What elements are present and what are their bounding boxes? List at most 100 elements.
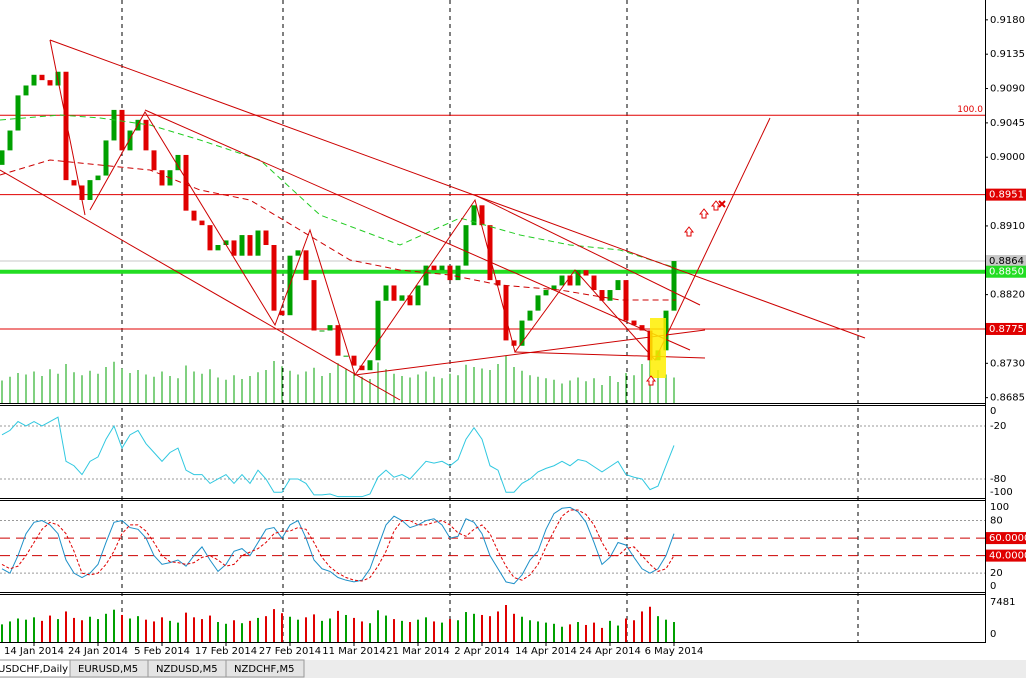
price-level-label: 0.8951 [989, 190, 1024, 201]
tabs: USDCHF,Daily EURUSD,M5 NZDUSD,M5 NZDCHF,M5 [0, 659, 305, 678]
candle-body [207, 225, 213, 251]
signal-arrows [645, 200, 726, 386]
candle-body [487, 225, 493, 281]
tab-label[interactable]: NZDUSD,M5 [156, 664, 218, 675]
candle-body [23, 85, 29, 96]
candle-body [199, 220, 205, 226]
axes-layer: 0.9180 0.9135 0.9090 0.9045 0.9000 0.8910 0.88… [4, 15, 1026, 657]
stoch-level-box [986, 532, 1026, 545]
candle-body [391, 285, 397, 301]
stoch-tick-label: 20 [990, 568, 1003, 579]
x-tick-label: 14 Apr 2014 [515, 646, 577, 657]
trend-line [0, 169, 401, 401]
candle-body [375, 300, 381, 361]
wpr-tick-label: -80 [990, 474, 1006, 485]
y-tick-label: 0.8730 [990, 358, 1025, 369]
x-tick-label: 5 Feb 2014 [134, 646, 190, 657]
price-level-box [986, 265, 1026, 278]
candle-body [407, 295, 413, 306]
candle-body [455, 265, 461, 281]
candle-body [415, 285, 421, 306]
trend-line [144, 109, 691, 351]
candle-body [519, 320, 525, 346]
candle-body [431, 265, 437, 271]
candle-body [639, 325, 645, 331]
price-level-box [986, 322, 1026, 335]
candle-body [119, 109, 125, 151]
candle-body [463, 225, 469, 266]
panel-borders [0, 0, 986, 643]
candle-body [15, 95, 21, 131]
candle-body [671, 261, 677, 311]
x-tick-label: 21 Mar 2014 [386, 646, 449, 657]
wpr-tick-label: 0 [990, 406, 996, 417]
x-tick-label: 17 Feb 2014 [195, 646, 257, 657]
tab-label[interactable]: USDCHF,Daily [0, 664, 68, 675]
candle-body [127, 130, 133, 151]
candle-body [71, 180, 77, 186]
volume-tick-label: 0 [990, 629, 996, 640]
candle-body [143, 119, 149, 151]
wpr-tick-label: -100 [990, 487, 1013, 498]
price-level-label: 0.8864 [989, 256, 1024, 267]
stoch-tick-label: 80 [990, 516, 1003, 527]
candle-body [239, 235, 245, 256]
candle-body [263, 230, 269, 246]
candle-body [575, 270, 581, 286]
wpr-line [1, 416, 675, 498]
trend-line [49, 39, 86, 216]
candle-body [583, 270, 589, 276]
candle-body [631, 320, 637, 326]
tab-label[interactable]: NZDCHF,M5 [234, 664, 294, 675]
x-tick-label: 24 Jan 2014 [68, 646, 128, 657]
x-tick-label: 14 Jan 2014 [4, 646, 64, 657]
trend-line [474, 194, 701, 306]
candle-body [495, 280, 501, 286]
up-arrow [698, 208, 710, 219]
volume-tick-label: 7481 [990, 597, 1015, 608]
candle-body [543, 290, 549, 296]
highlight-box [650, 318, 666, 378]
y-tick-label: 0.9045 [990, 118, 1025, 129]
candle-body [559, 275, 565, 286]
stoch-tick-label: 0 [990, 581, 996, 592]
candle-body [175, 154, 181, 171]
candle-body [327, 325, 333, 331]
candle-body [591, 275, 597, 291]
candle-body [599, 290, 605, 301]
x-tick-label: 2 Apr 2014 [454, 646, 509, 657]
candle-body [479, 205, 485, 226]
candle-body [303, 250, 309, 281]
trend-line [49, 39, 866, 339]
candle-body [279, 310, 285, 316]
candle-body [311, 280, 317, 331]
candle-body [111, 109, 117, 141]
candle-body [223, 240, 229, 246]
candle-body [527, 310, 533, 321]
price-level-box [986, 188, 1026, 201]
up-arrow [683, 226, 695, 237]
stoch-tick-label: 100 [990, 502, 1009, 513]
y-tick-label: 0.9000 [990, 152, 1025, 163]
candle-body [87, 180, 93, 200]
x-tick-label: 6 May 2014 [645, 646, 704, 657]
trend-lines [0, 39, 866, 401]
price-level-label: 0.8775 [989, 324, 1024, 335]
candle-body [351, 355, 357, 366]
candle-body [615, 280, 621, 291]
candle-body [95, 175, 101, 181]
tab-label[interactable]: EURUSD,M5 [78, 664, 138, 675]
y-tick-label: 0.9090 [990, 84, 1025, 95]
up-arrow [710, 200, 722, 211]
candle-body [79, 185, 85, 200]
candle-body [503, 285, 509, 341]
y-tick-label: 0.8685 [990, 393, 1025, 404]
candle-body [423, 265, 429, 286]
candle-body [511, 340, 517, 346]
candle-body [551, 285, 557, 291]
fibo-label: 100.0 [957, 105, 983, 115]
y-tick-label: 0.8910 [990, 221, 1025, 232]
tab [225, 659, 305, 678]
